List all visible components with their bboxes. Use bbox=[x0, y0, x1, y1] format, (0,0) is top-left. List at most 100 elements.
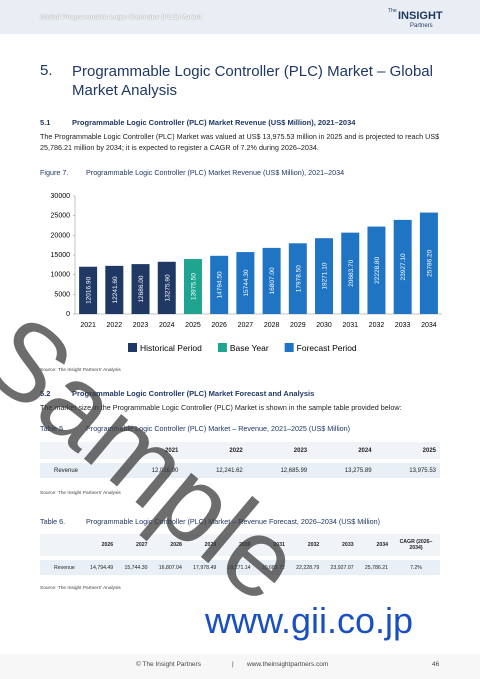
table-cell: 17,978.49 bbox=[193, 564, 217, 571]
legend-swatch bbox=[284, 343, 294, 352]
page-number: 46 bbox=[432, 661, 440, 668]
legend-label: Forecast Period bbox=[297, 343, 357, 353]
data-label: 12016.90 bbox=[86, 276, 93, 303]
table-cell: 2028 bbox=[170, 542, 182, 548]
table-cell: 20,683.72 bbox=[261, 564, 285, 571]
table-cell: 22,228.79 bbox=[296, 564, 320, 571]
table-cell: 2034 bbox=[376, 542, 388, 548]
table-cell: 2030 bbox=[239, 542, 251, 548]
legend-swatch bbox=[128, 343, 137, 352]
data-label: 12241.60 bbox=[112, 276, 119, 303]
x-tick-label: 2023 bbox=[133, 322, 149, 329]
header-bar bbox=[0, 0, 480, 34]
logo: The bbox=[388, 8, 397, 14]
chart: 0 5000 10000 15000 20000 25000 30000 2021 2022 20… bbox=[51, 193, 442, 353]
data-label: 13975.50 bbox=[190, 273, 197, 300]
table-cell: 2023 bbox=[293, 447, 308, 454]
table-cell: 12,016.90 bbox=[151, 467, 179, 474]
x-tick-label: 2021 bbox=[80, 322, 96, 329]
y-tick-label: 30000 bbox=[51, 193, 71, 200]
data-label: 13275.90 bbox=[164, 274, 171, 301]
bar bbox=[105, 265, 124, 314]
table-cell: 2021 bbox=[165, 447, 179, 454]
table-cell: Revenue bbox=[54, 467, 79, 474]
data-label: 16807.00 bbox=[269, 267, 276, 294]
figure-label: Figure 7. bbox=[40, 168, 69, 177]
data-label: 25786.20 bbox=[426, 249, 433, 276]
bar bbox=[288, 243, 307, 314]
paragraph: The market size in the Programmable Logi… bbox=[40, 403, 402, 412]
x-tick-label: 2025 bbox=[185, 322, 201, 329]
table-row: Revenue 14,794.49 15,744.30 16,807.04 17,978… bbox=[40, 560, 440, 575]
data-label: 22228.80 bbox=[374, 256, 381, 283]
section-number: 5. bbox=[40, 62, 53, 79]
table-title: Programmable Logic Controller (PLC) Mark… bbox=[86, 424, 351, 433]
y-tick-label: 5000 bbox=[54, 291, 70, 298]
y-tick-label: 20000 bbox=[51, 232, 71, 239]
table-cell: 12,685.99 bbox=[280, 467, 308, 474]
table-label: Table 5. bbox=[40, 424, 66, 433]
bar bbox=[419, 212, 438, 314]
bar bbox=[131, 264, 150, 314]
watermark: www.gii.co.jp bbox=[205, 600, 414, 641]
legend-label: Historical Period bbox=[140, 343, 202, 353]
source: Source: The Insight Partners' Analysis bbox=[40, 586, 121, 591]
data-label: 14794.50 bbox=[217, 271, 224, 298]
sub-number: 5.2 bbox=[40, 389, 51, 398]
legend-swatch bbox=[217, 343, 227, 352]
table-cell: 13,275.89 bbox=[344, 467, 372, 474]
x-tick-label: 2034 bbox=[421, 322, 437, 329]
table-cell: 2022 bbox=[229, 447, 243, 454]
y-tick-label: 15000 bbox=[51, 252, 71, 259]
table-cell: 13,975.53 bbox=[409, 467, 436, 474]
data-label: 19271.10 bbox=[322, 262, 329, 289]
table-cell: 12,241.62 bbox=[216, 467, 243, 474]
table-cell: 2031 bbox=[273, 542, 285, 548]
table-cell bbox=[40, 534, 83, 556]
data-label: 12686.00 bbox=[138, 275, 145, 302]
logo: INSIGHT bbox=[398, 10, 443, 22]
table-cell: 7.2% bbox=[410, 564, 422, 571]
legend-label: Base Year bbox=[230, 343, 269, 353]
x-tick-label: 2027 bbox=[238, 322, 254, 329]
table-label: Table 6. bbox=[40, 517, 66, 526]
sub-title: Programmable Logic Controller (PLC) Mark… bbox=[72, 118, 356, 127]
bar bbox=[157, 261, 176, 314]
bar bbox=[315, 238, 334, 314]
table-row: 2026 2027 2028 2029 2030 2031 2032 2033 2034 CAGR… bbox=[40, 534, 440, 556]
x-tick-label: 2033 bbox=[395, 322, 411, 329]
sub-number: 5.1 bbox=[40, 118, 51, 127]
data-label: 15744.30 bbox=[243, 269, 250, 296]
table-row: 2021 2022 2023 2024 2025 bbox=[40, 442, 440, 459]
y-tick-label: 0 bbox=[66, 311, 70, 318]
section-title: Programmable Logic Controller (PLC) Mark… bbox=[72, 63, 433, 99]
table: 2021 2022 2023 2024 2025 Revenue 12,016.90 12,2… bbox=[40, 442, 440, 478]
table-cell: 2024 bbox=[358, 447, 372, 454]
table-cell: 25,786.21 bbox=[364, 564, 388, 571]
table-cell: CAGR (2026–2034) bbox=[399, 539, 433, 551]
bar bbox=[262, 247, 281, 314]
table-cell: 15,744.30 bbox=[124, 564, 148, 571]
table-row: Revenue 12,016.90 12,241.62 12,685.99 13,275… bbox=[40, 463, 440, 478]
bar bbox=[367, 226, 386, 314]
table-cell: 2033 bbox=[342, 542, 354, 548]
x-tick-label: 2026 bbox=[211, 322, 227, 329]
x-tick-label: 2029 bbox=[290, 322, 306, 329]
sub-title: Programmable Logic Controller (PLC) Mark… bbox=[72, 389, 315, 398]
logo: Partners bbox=[410, 23, 433, 29]
table-cell: 2032 bbox=[307, 542, 320, 548]
table-cell: Revenue bbox=[54, 564, 75, 571]
table: 2026 2027 2028 2029 2030 2031 2032 2033 2034 CAGR… bbox=[40, 534, 440, 575]
x-tick-label: 2024 bbox=[159, 322, 175, 329]
source: Source: The Insight Partners' Analysis bbox=[40, 368, 121, 373]
x-tick-label: 2022 bbox=[107, 322, 123, 329]
header-title: Global Programmable Logic Controller (PL… bbox=[40, 14, 202, 21]
x-tick-label: 2028 bbox=[264, 322, 280, 329]
bar bbox=[341, 232, 360, 314]
bar bbox=[210, 255, 229, 314]
table-cell: 19,271.14 bbox=[227, 564, 251, 571]
x-tick-label: 2031 bbox=[342, 322, 358, 329]
paragraph: The Programmable Logic Controller (PLC) … bbox=[40, 132, 440, 152]
table-cell: 2029 bbox=[204, 542, 217, 548]
